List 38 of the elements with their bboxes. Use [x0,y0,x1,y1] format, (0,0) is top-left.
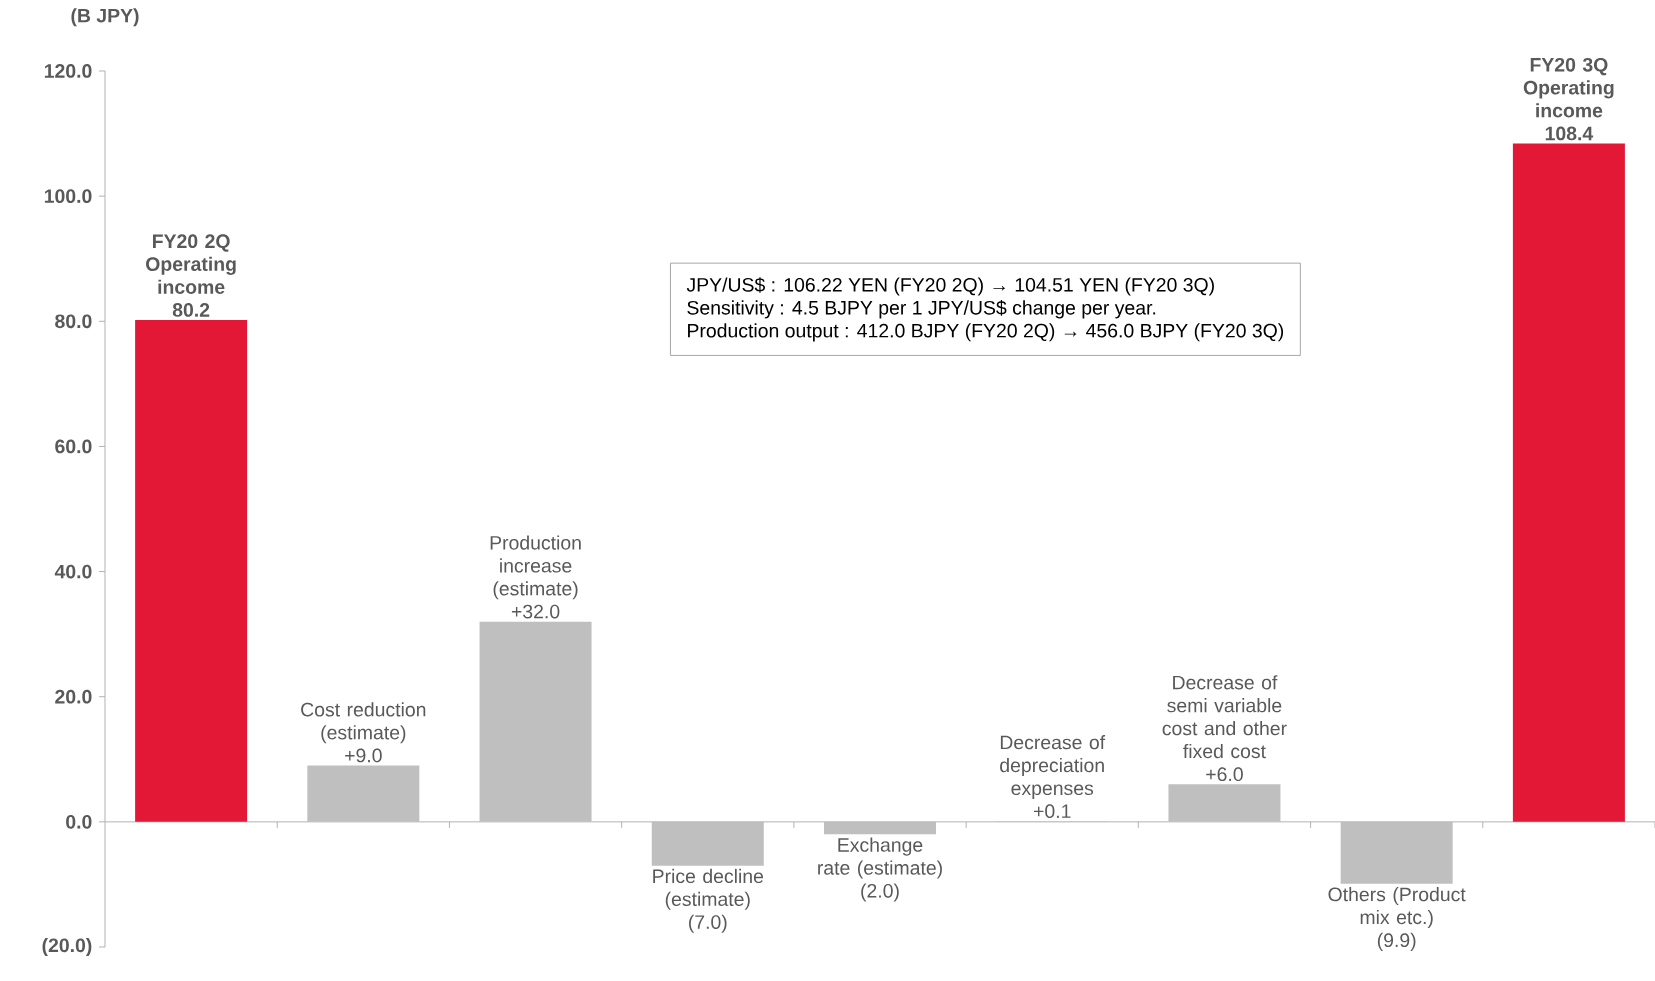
annotation: JPY/US$ : 106.22 YEN (FY20 2Q) → 104.51 YEN (FY20 3Q) [686,277,1214,296]
data-label: +0.1 [1034,804,1071,819]
bar [479,621,592,822]
x-tick-label: Exchange rate (estimate) [818,837,942,879]
data-label: 80.2 [172,303,210,317]
data-label: (7.0) [689,914,727,933]
bar [135,320,248,822]
x-tick-label: Decrease of depreciation expenses [1000,735,1106,799]
bar [307,765,420,822]
annotation: Production output : 412.0 BJPY (FY20 2Q) → 456.0 BJPY (FY20 3Q) [688,323,1284,342]
bar [1168,784,1281,822]
y-tick-label: 40.0 [54,564,92,579]
bar [651,821,764,866]
data-label: 108.4 [1545,126,1594,141]
data-label: +32.0 [511,604,560,619]
data-label: (2.0) [861,883,899,902]
y-tick-label: (20.0) [42,937,92,957]
bar [824,821,936,835]
data-label: +6.0 [1206,767,1243,782]
x-tick-label: Decrease of semi variable cost and other fixed cost [1162,675,1287,759]
y-axis-title: (B JPY) [71,8,139,27]
y-tick-label: 120.0 [44,64,92,78]
x-tick-label: Cost reduction (estimate) [301,702,426,744]
bar [1340,821,1453,884]
annotation: Sensitivity : 4.5 BJPY per 1 JPY/US$ change per year. [687,300,1156,319]
x-tick-label: FY20 3Q Operating income [1523,57,1614,118]
x-tick-label: Others (Product mix etc.) [1328,887,1466,929]
x-tick-label: FY20 2Q Operating income [146,234,236,294]
y-tick-label: 0.0 [66,814,92,829]
data-label: +9.0 [345,748,382,763]
data-label: (9.9) [1377,932,1416,951]
y-tick-label: 80.0 [55,314,92,329]
x-tick-label: Production increase (estimate) [490,535,581,600]
y-tick-label: 100.0 [44,189,92,204]
bar [1512,143,1625,822]
y-tick-label: 60.0 [55,439,92,454]
x-tick-label: Price decline (estimate) [653,868,764,910]
y-tick-label: 20.0 [55,689,92,704]
